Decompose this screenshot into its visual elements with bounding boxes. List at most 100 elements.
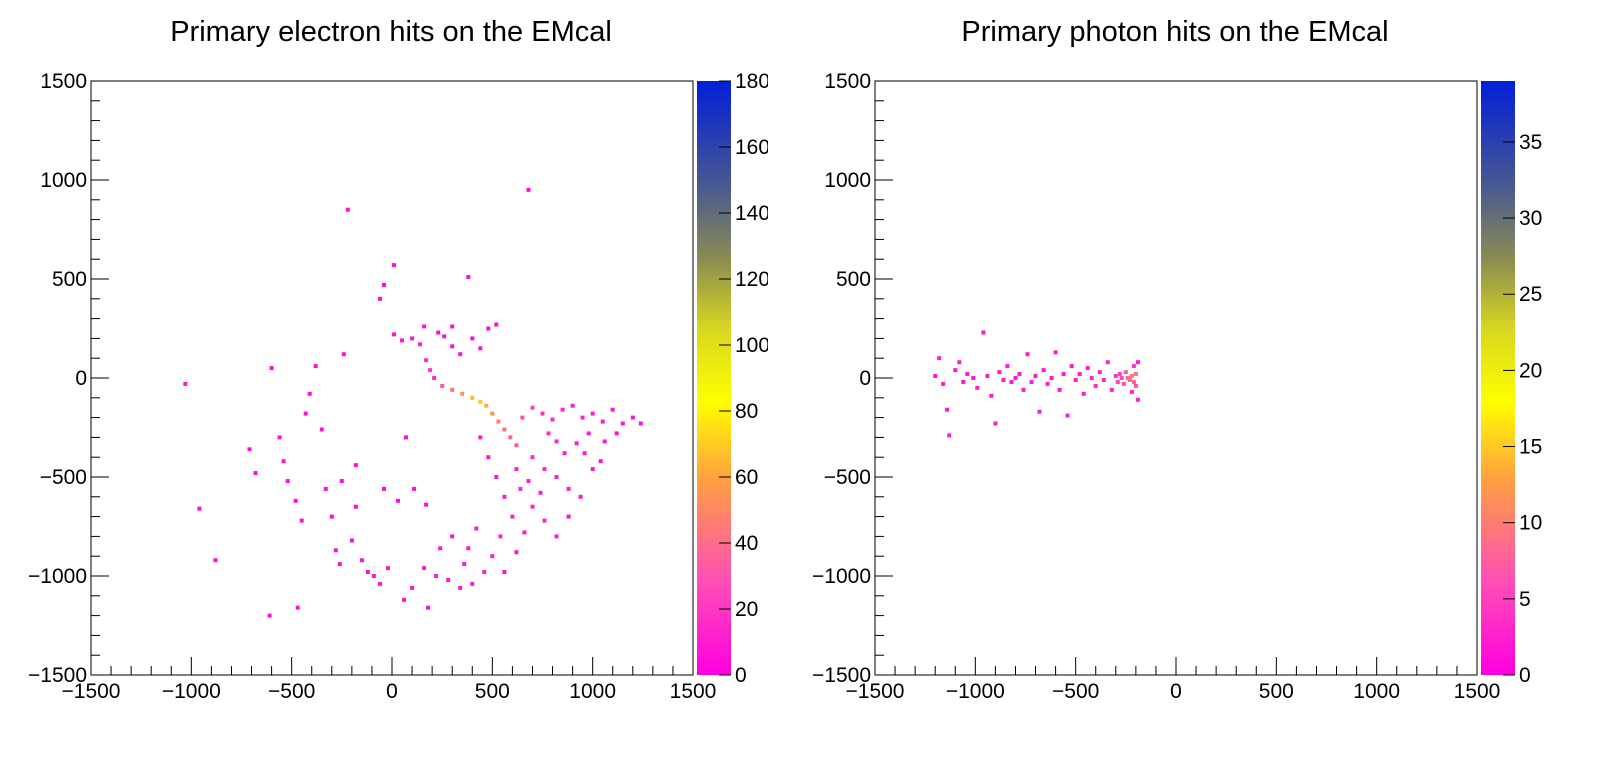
electron-y-tick-label: 500 bbox=[52, 268, 87, 291]
electron-hit-cell bbox=[570, 403, 575, 408]
electron-hit-cell bbox=[546, 431, 551, 436]
photon-hit-cell bbox=[1119, 376, 1124, 380]
photon-y-axis: −1500 −1000 −500 0 500 1000 1500 bbox=[812, 70, 893, 687]
photon-hit-cell bbox=[1001, 378, 1006, 382]
photon-hit-cell bbox=[1131, 380, 1136, 384]
photon-colorbar-tick-label: 15 bbox=[1519, 436, 1542, 459]
photon-x-tick-label: 1000 bbox=[1353, 680, 1400, 703]
photon-hit-cell bbox=[1129, 389, 1134, 394]
electron-hit-cell bbox=[466, 275, 471, 279]
electron-hit-cell bbox=[498, 534, 503, 539]
electron-hit-cell bbox=[267, 613, 272, 618]
photon-hit-cell bbox=[981, 330, 986, 335]
electron-colorbar-ticks: 0 20 40 60 80 100 120 140 160 180 bbox=[719, 70, 768, 687]
electron-hit-cell bbox=[349, 538, 354, 543]
photon-hit-cell bbox=[1053, 350, 1058, 355]
electron-hit-cell bbox=[514, 550, 519, 555]
photon-hit-cell bbox=[1121, 381, 1126, 386]
photon-colorbar-tick-label: 20 bbox=[1519, 359, 1542, 382]
electron-hit-cell bbox=[508, 435, 513, 440]
electron-hit-cell bbox=[580, 415, 585, 420]
photon-hit-cell bbox=[1097, 370, 1102, 375]
electron-hit-cell bbox=[590, 411, 595, 416]
electron-hit-cell bbox=[436, 330, 441, 335]
electron-hit-cell bbox=[566, 486, 571, 491]
photon-hit-cell bbox=[1025, 352, 1030, 357]
photon-hit-cell bbox=[1021, 387, 1026, 392]
photon-colorbar-tick-label: 30 bbox=[1519, 207, 1542, 230]
photon-hit-cell bbox=[1037, 409, 1042, 414]
electron-hit-cell bbox=[562, 451, 567, 456]
electron-hit-cell bbox=[426, 605, 431, 610]
electron-hit-cell bbox=[428, 368, 433, 373]
electron-hit-cell bbox=[329, 514, 334, 519]
electron-hit-cell bbox=[412, 486, 417, 491]
photon-hit-cell bbox=[997, 370, 1002, 375]
electron-hit-cell bbox=[197, 506, 202, 511]
electron-y-tick-label: −500 bbox=[40, 466, 87, 489]
electron-hit-cell bbox=[307, 391, 312, 396]
photon-colorbar-tick-label: 35 bbox=[1519, 131, 1542, 154]
photon-hit-cell bbox=[1109, 387, 1114, 392]
electron-hit-cell bbox=[382, 486, 386, 491]
photon-colorbar-tick-label: 0 bbox=[1519, 664, 1531, 687]
photon-y-tick-label: 500 bbox=[836, 268, 871, 291]
electron-x-tick-label: 500 bbox=[475, 680, 510, 703]
photon-x-axis: −1500 −1000 −500 0 500 1000 1500 bbox=[846, 657, 1500, 703]
electron-hit-cell bbox=[450, 344, 455, 349]
photon-hit-cell bbox=[1033, 374, 1038, 378]
photon-hit-cell bbox=[1127, 378, 1132, 382]
electron-hit-cell bbox=[458, 352, 463, 357]
photon-hit-cell bbox=[1013, 376, 1018, 380]
electron-hit-cell bbox=[345, 207, 350, 212]
photon-colorbar-tick-label: 10 bbox=[1519, 512, 1542, 535]
photon-hit-cell bbox=[1041, 368, 1046, 373]
electron-y-tick-label: 1000 bbox=[40, 169, 87, 192]
electron-y-tick-label: −1500 bbox=[28, 664, 87, 687]
photon-hit-cell bbox=[953, 368, 958, 373]
electron-hit-cell bbox=[446, 578, 451, 582]
electron-hit-cell bbox=[482, 570, 487, 574]
electron-hit-cell bbox=[295, 605, 300, 610]
electron-hit-cell bbox=[462, 562, 467, 567]
electron-chart-title: Primary electron hits on the EMcal bbox=[170, 16, 612, 48]
electron-y-tick-label: 0 bbox=[75, 367, 87, 390]
photon-colorbar-tick-label: 5 bbox=[1519, 588, 1531, 611]
electron-hit-cell bbox=[474, 526, 479, 531]
electron-hit-cell bbox=[281, 459, 286, 464]
electron-hit-cell bbox=[470, 581, 475, 586]
photon-hit-cell bbox=[945, 407, 950, 412]
photon-hit-cell bbox=[1085, 366, 1090, 371]
electron-colorbar bbox=[697, 81, 731, 675]
electron-hit-cell bbox=[486, 455, 491, 460]
electron-hit-cell bbox=[277, 435, 282, 440]
electron-hit-cell bbox=[382, 282, 386, 287]
photon-hit-cell bbox=[933, 374, 938, 378]
photon-hit-cell bbox=[975, 385, 980, 390]
photon-hit-cell bbox=[1133, 383, 1138, 388]
electron-plot-frame bbox=[90, 80, 694, 676]
electron-hit-cell bbox=[341, 352, 346, 357]
photon-hit-cell bbox=[1065, 413, 1070, 418]
electron-hit-cell bbox=[470, 336, 475, 341]
electron-hit-cell bbox=[450, 534, 455, 539]
electron-hit-cell bbox=[213, 558, 218, 563]
electron-hit-cell bbox=[590, 467, 595, 472]
electron-hit-cell bbox=[554, 439, 559, 444]
electron-hit-cell bbox=[574, 441, 579, 446]
photon-hit-cell bbox=[1131, 364, 1136, 369]
electron-hit-cell bbox=[566, 514, 571, 519]
electron-hit-cell bbox=[253, 471, 258, 475]
photon-hit-cell bbox=[1005, 364, 1010, 369]
electron-hit-cell bbox=[269, 366, 274, 371]
photon-hit-cell bbox=[1081, 391, 1086, 396]
electron-hit-cell bbox=[353, 504, 358, 509]
electron-hit-cell bbox=[319, 427, 324, 432]
electron-hit-cell bbox=[484, 403, 489, 408]
electron-hit-cell bbox=[526, 187, 531, 192]
electron-hit-cell bbox=[333, 548, 338, 553]
photon-hit-cell bbox=[1069, 364, 1074, 369]
electron-hit-cell bbox=[526, 479, 531, 483]
photon-hit-cell bbox=[1017, 372, 1022, 376]
electron-hit-cell bbox=[554, 475, 559, 479]
